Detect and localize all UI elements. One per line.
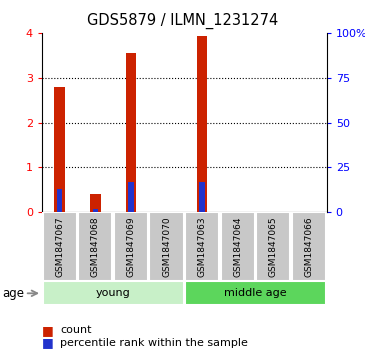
Text: GSM1847069: GSM1847069 [126,216,135,277]
Bar [54,87,65,212]
Bar [256,212,291,281]
Text: young: young [96,288,131,298]
Bar [57,189,62,212]
Text: GSM1847065: GSM1847065 [269,216,278,277]
Bar [114,212,148,281]
Bar [292,212,326,281]
Bar [199,182,205,212]
Text: ■: ■ [42,324,54,337]
Text: percentile rank within the sample: percentile rank within the sample [60,338,248,348]
Bar [197,36,207,212]
Text: GSM1847068: GSM1847068 [91,216,100,277]
Text: GDS5879 / ILMN_1231274: GDS5879 / ILMN_1231274 [87,13,278,29]
Bar [220,212,255,281]
Text: GSM1847066: GSM1847066 [304,216,314,277]
Bar [43,281,184,305]
Bar [149,212,184,281]
Bar [90,195,101,212]
Text: GSM1847063: GSM1847063 [197,216,207,277]
Text: ■: ■ [42,337,54,350]
Text: GSM1847067: GSM1847067 [55,216,64,277]
Bar [126,53,136,212]
Bar [185,281,326,305]
Bar [128,182,134,212]
Text: GSM1847070: GSM1847070 [162,216,171,277]
Bar [78,212,112,281]
Bar [43,212,77,281]
Text: middle age: middle age [224,288,287,298]
Bar [185,212,219,281]
Text: age: age [2,287,24,300]
Text: count: count [60,325,92,335]
Text: GSM1847064: GSM1847064 [233,217,242,277]
Bar [93,209,98,212]
